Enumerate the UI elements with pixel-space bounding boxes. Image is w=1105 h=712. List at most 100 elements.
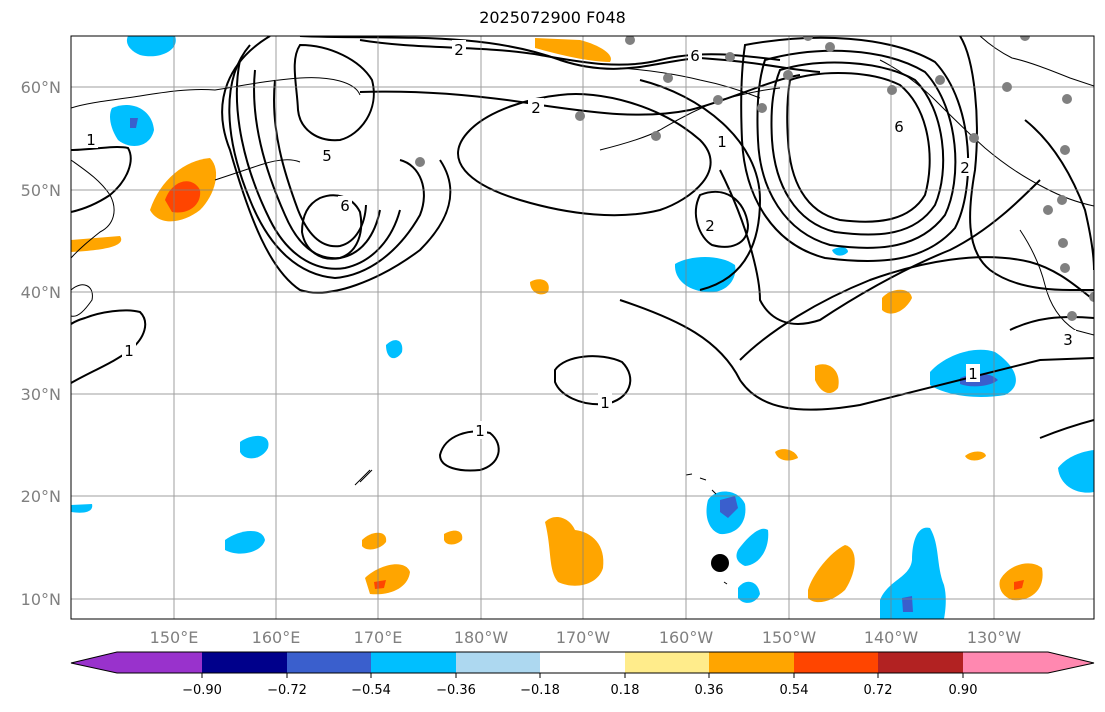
colorbar-segment bbox=[456, 652, 540, 673]
orange-blob-south-2 bbox=[365, 564, 410, 595]
colorbar-tick-label: −0.36 bbox=[436, 683, 476, 698]
contour-label: 1 bbox=[717, 133, 727, 151]
colorbar-segment bbox=[540, 652, 625, 673]
contour-east-vertical bbox=[1024, 119, 1094, 271]
lat-label: 10°N bbox=[21, 590, 61, 609]
contour-label: 5 bbox=[322, 147, 332, 165]
contour-2-east bbox=[719, 169, 1041, 325]
lat-label: 50°N bbox=[21, 181, 61, 200]
contour-west-2 bbox=[228, 44, 425, 280]
contour-ne-ring-1 bbox=[786, 72, 931, 223]
contour-label: 2 bbox=[705, 217, 715, 235]
contour-west-1 bbox=[221, 36, 452, 294]
orange-blob-small-3 bbox=[965, 451, 986, 461]
map-frame bbox=[70, 35, 1095, 620]
contour-central-loop bbox=[457, 93, 712, 217]
latitude-labels: 60°N 50°N 40°N 30°N 20°N 10°N bbox=[21, 78, 61, 609]
lon-label: 160°E bbox=[252, 628, 301, 647]
contour-3-east bbox=[739, 256, 1094, 361]
shaded-anomalies bbox=[71, 36, 1094, 619]
orange-blob-south-3 bbox=[444, 530, 463, 545]
colorbar-tick-label: 0.90 bbox=[949, 683, 978, 698]
contour-2-mid bbox=[359, 74, 801, 116]
contour-1-loop-south bbox=[438, 430, 500, 472]
map-title: 2025072900 F048 bbox=[479, 8, 626, 27]
red-small-south-6 bbox=[1014, 580, 1024, 590]
dark-blue-small-nw bbox=[130, 118, 138, 128]
contour-north-6 bbox=[293, 43, 375, 142]
contour-2-east-loop bbox=[694, 190, 750, 248]
colorbar-tick-label: −0.72 bbox=[267, 683, 307, 698]
contour-label: 3 bbox=[1063, 331, 1073, 349]
lon-label: 150°E bbox=[150, 628, 199, 647]
contour-label: 1 bbox=[86, 131, 96, 149]
contour-3-east-2 bbox=[1009, 315, 1094, 331]
blue-blob-south-1 bbox=[225, 530, 265, 554]
contour-1-right-east bbox=[1039, 419, 1094, 439]
contour-west-5 bbox=[273, 79, 367, 248]
lon-label: 150°W bbox=[762, 628, 817, 647]
colorbar-extend-low bbox=[71, 652, 117, 673]
orange-blob-south-1 bbox=[362, 532, 387, 550]
contour-label: 6 bbox=[340, 197, 350, 215]
station-markers bbox=[415, 36, 1094, 321]
lon-label: 130°W bbox=[967, 628, 1022, 647]
colorbar-tick-label: 0.36 bbox=[695, 683, 724, 698]
colorbar-segment bbox=[202, 652, 287, 673]
colorbar-segment bbox=[878, 652, 963, 673]
colorbar-segment bbox=[371, 652, 456, 673]
orange-blob-far-west bbox=[71, 236, 122, 252]
lon-label: 160°W bbox=[659, 628, 714, 647]
contour-north-arc-2 bbox=[359, 39, 781, 66]
colorbar: −0.90 −0.72 −0.54 −0.36 −0.18 0.18 0.36 … bbox=[70, 651, 1095, 698]
colorbar-segment bbox=[794, 652, 878, 673]
orange-blob-small bbox=[530, 279, 549, 295]
contour-label: 1 bbox=[475, 422, 485, 440]
contour-west-6 bbox=[300, 194, 363, 260]
blue-blob-south-7 bbox=[880, 527, 946, 619]
lon-label: 170°W bbox=[556, 628, 611, 647]
blue-blob-south-5 bbox=[736, 528, 769, 566]
lon-label: 170°E bbox=[354, 628, 403, 647]
lat-label: 40°N bbox=[21, 283, 61, 302]
contour-label: 1 bbox=[968, 365, 978, 383]
contour-label: 6 bbox=[690, 47, 700, 65]
blue-blob-far-east bbox=[1058, 450, 1094, 493]
contour-label: 2 bbox=[531, 99, 541, 117]
colorbar-tick-label: 0.18 bbox=[611, 683, 640, 698]
tropical-cyclone-marker bbox=[711, 554, 729, 572]
colorbar-tick-label: −0.90 bbox=[182, 683, 222, 698]
contour-labels: 2 6 5 2 2 1 6 1 1 1 1 6 3 1 2 bbox=[84, 40, 1076, 440]
orange-blob-mid-east bbox=[882, 289, 912, 314]
colorbar-tick-label: 0.54 bbox=[780, 683, 809, 698]
contour-west-3 bbox=[235, 59, 401, 270]
contour-north-arc-1 bbox=[299, 36, 821, 73]
gridlines bbox=[71, 36, 1094, 619]
lon-label: 140°W bbox=[864, 628, 919, 647]
lat-label: 60°N bbox=[21, 78, 61, 97]
contour-north-right bbox=[959, 36, 1094, 291]
contour-label: 1 bbox=[600, 394, 610, 412]
colorbar-tick-label: −0.18 bbox=[520, 683, 560, 698]
blue-blob-mid bbox=[386, 340, 403, 359]
colorbar-tick-label: 0.72 bbox=[864, 683, 893, 698]
orange-blob-small-2 bbox=[775, 449, 798, 461]
blue-blob-south-6 bbox=[738, 581, 760, 603]
lat-label: 20°N bbox=[21, 487, 61, 506]
contour-ne-ring-3 bbox=[756, 49, 957, 249]
contour-1-loop-mid bbox=[554, 355, 632, 406]
colorbar-extend-high bbox=[1048, 652, 1094, 673]
contour-label: 2 bbox=[454, 41, 464, 59]
contour-ne-ring-2 bbox=[770, 61, 945, 236]
colorbar-segment bbox=[117, 652, 202, 673]
red-small-south-2 bbox=[374, 580, 386, 589]
orange-blob-center bbox=[815, 364, 839, 394]
contour-1-far-west bbox=[71, 146, 132, 213]
blue-blob-far-west bbox=[71, 504, 93, 513]
lon-label: 180°W bbox=[454, 628, 509, 647]
orange-blob-south-5 bbox=[808, 545, 855, 603]
contour-label: 6 bbox=[894, 118, 904, 136]
dark-blue-hawaii bbox=[720, 496, 738, 518]
blue-blob-southwest bbox=[240, 435, 269, 459]
